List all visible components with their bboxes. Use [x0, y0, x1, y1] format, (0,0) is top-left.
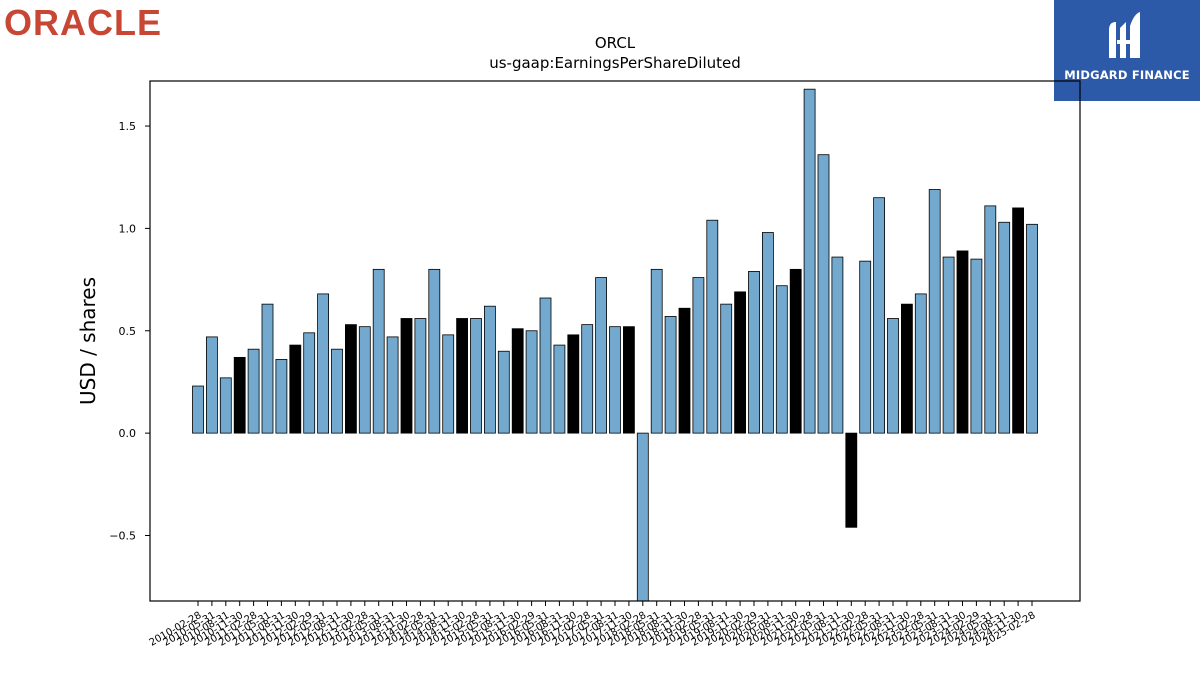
bar-2022-08-31: [887, 318, 899, 434]
bar-2016-05-31: [539, 297, 552, 434]
bar-2012-08-31: [331, 348, 343, 434]
bars: [192, 88, 1038, 602]
bar-2010-08-31: [219, 377, 232, 434]
y-axis: −0.5 0.0 0.5 1.0 1.5: [109, 120, 150, 542]
bar-2018-11-30: [678, 307, 691, 434]
bar-2024-05-31: [984, 205, 997, 434]
bar-2013-11-30: [400, 318, 413, 434]
bar-2021-11-30: [845, 432, 858, 528]
bar-2017-05-31: [595, 277, 607, 434]
bar-2012-02-29: [303, 332, 316, 434]
bar-2022-11-30: [901, 303, 913, 434]
bar-2024-02-29: [970, 258, 983, 434]
bar-2022-02-28: [859, 260, 872, 434]
y-tick-label: −0.5: [109, 529, 136, 542]
bar-2023-08-31: [942, 256, 955, 434]
bar-2017-11-30: [623, 326, 635, 434]
bar-2020-05-31: [762, 232, 774, 434]
bar-2012-11-30: [344, 324, 357, 434]
midgard-logo-mark: [1054, 0, 1200, 101]
bar-2014-11-30: [456, 318, 469, 434]
chart-title: ORCL: [595, 34, 636, 52]
bar-2023-11-30: [956, 250, 969, 434]
bar-2012-05-31: [317, 293, 330, 434]
bar-2016-08-31: [553, 344, 566, 434]
bar-2010-11-30: [233, 356, 246, 434]
bar-2014-08-31: [442, 334, 455, 434]
bar-2015-11-30: [511, 328, 524, 434]
bar-2023-02-28: [914, 293, 927, 434]
bar-2016-11-30: [567, 334, 580, 434]
bar-2015-08-31: [497, 350, 510, 434]
y-tick-label: 0.5: [119, 325, 137, 338]
bar-2013-05-31: [372, 268, 385, 434]
bar-2020-08-31: [775, 285, 788, 434]
bar-2018-08-31: [664, 316, 677, 434]
bar-2013-02-28: [358, 326, 371, 434]
bar-2018-05-31: [650, 268, 663, 434]
bar-2019-08-31: [720, 303, 733, 434]
bar-2011-08-31: [275, 359, 288, 434]
bar-2014-05-31: [428, 268, 441, 434]
y-tick-label: 1.0: [119, 222, 137, 235]
bar-2019-05-31: [706, 219, 719, 434]
bar-2022-05-31: [873, 197, 885, 434]
bar-2021-08-31: [831, 256, 844, 434]
bar-2019-11-30: [734, 291, 746, 434]
bar-2017-02-28: [581, 324, 594, 434]
bar-2010-02-28: [192, 385, 204, 434]
bar-2024-08-31: [998, 221, 1011, 434]
bar-2021-02-28: [803, 88, 816, 434]
chart-subtitle: us-gaap:EarningsPerShareDiluted: [489, 54, 741, 72]
bar-2025-02-28: [1026, 223, 1038, 434]
bar-2011-11-30: [289, 344, 302, 434]
bar-2023-05-31: [928, 189, 941, 434]
bar-2024-11-30: [1012, 207, 1024, 434]
bar-2015-02-28: [470, 318, 482, 434]
bar-2011-05-31: [261, 303, 274, 434]
y-tick-label: 0.0: [119, 427, 137, 440]
bar-2018-02-28: [636, 432, 649, 602]
bar-2020-02-29: [748, 270, 760, 434]
midgard-finance-name: MIDGARD FINANCE: [1064, 68, 1190, 82]
oracle-logo: ORACLE: [4, 2, 162, 43]
y-tick-label: 1.5: [119, 120, 137, 133]
bar-2015-05-31: [483, 305, 496, 434]
bar-2013-08-31: [386, 336, 399, 434]
midgard-finance-logo: MIDGARD FINANCE: [1054, 0, 1200, 101]
bar-2021-05-31: [817, 154, 830, 434]
bar-2020-11-30: [789, 268, 802, 434]
bar-2017-08-31: [609, 326, 621, 434]
bar-2011-02-28: [247, 348, 260, 434]
bar-2019-02-28: [692, 277, 705, 434]
y-axis-label: USD / shares: [76, 277, 100, 405]
bar-2016-02-29: [525, 330, 538, 434]
x-axis: 2010-02-282010-05-312010-08-312010-11-30…: [148, 601, 1038, 649]
bar-2014-02-28: [414, 318, 427, 434]
bar-2010-05-31: [205, 336, 218, 434]
